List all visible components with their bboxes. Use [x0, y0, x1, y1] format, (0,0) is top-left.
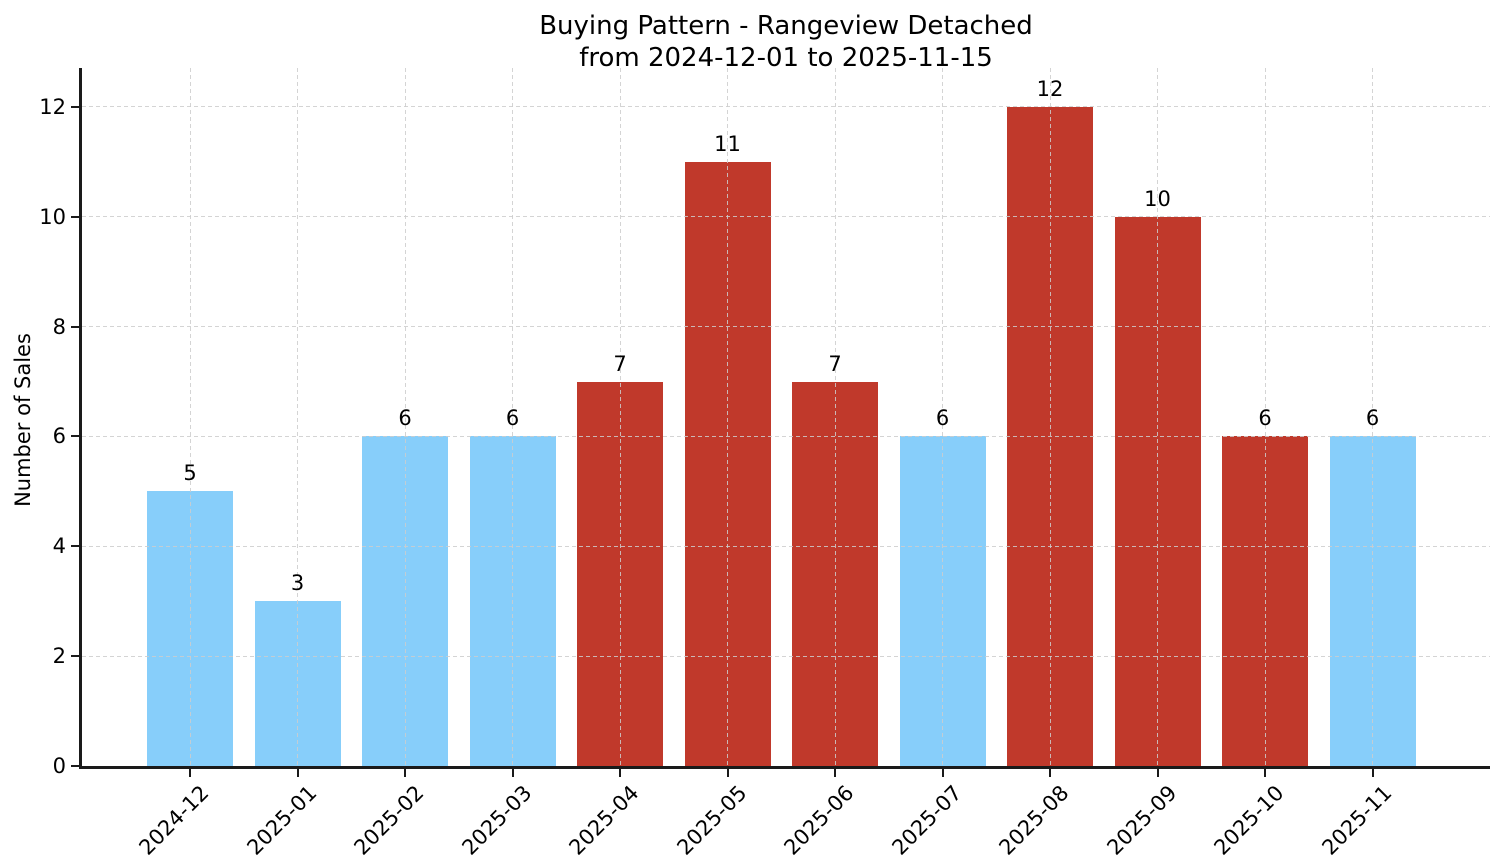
chart-title-line2: from 2024-12-01 to 2025-11-15 — [579, 43, 993, 73]
x-tick-label: 2025-03 — [457, 780, 537, 860]
x-tick-label: 2025-07 — [887, 780, 967, 860]
x-tick-mark — [834, 769, 836, 777]
bar-value-label: 11 — [714, 131, 741, 156]
x-tick-mark — [1156, 769, 1159, 777]
y-tick-mark — [71, 325, 79, 328]
gridline-horizontal — [82, 326, 1490, 328]
bar-value-label: 6 — [505, 406, 520, 431]
x-tick-mark — [726, 769, 729, 777]
y-tick-mark — [71, 545, 79, 548]
x-tick-mark — [296, 769, 299, 777]
gridline-horizontal — [82, 106, 1490, 108]
y-axis-label: Number of Sales — [11, 333, 35, 507]
x-tick-label: 2025-05 — [672, 780, 752, 860]
y-tick-label: 10 — [39, 204, 66, 229]
x-tick-mark — [511, 769, 514, 777]
gridline-vertical — [404, 68, 406, 766]
x-tick-label: 2025-08 — [994, 780, 1074, 860]
x-tick-mark — [1371, 769, 1374, 777]
x-tick-mark — [941, 769, 944, 777]
y-tick-label: 4 — [52, 534, 66, 559]
gridline-vertical — [1049, 68, 1051, 766]
gridline-vertical — [619, 68, 621, 766]
y-tick-mark — [71, 765, 79, 767]
y-tick-mark — [71, 215, 79, 218]
gridline-vertical — [1157, 68, 1158, 766]
x-tick-mark — [404, 769, 406, 777]
plot-area: 0 2 4 6 8 10 12 2024-12 5 2025-01 3 2025-02 6 2025-03… — [39, 68, 1490, 860]
gridline-vertical — [1372, 68, 1373, 766]
chart-title-line1: Buying Pattern - Rangeview Detached — [539, 11, 1033, 41]
y-tick-mark — [71, 655, 79, 658]
y-tick-label: 0 — [52, 754, 66, 778]
x-tick-label: 2025-11 — [1317, 780, 1397, 860]
chart-title: Buying Pattern - Rangeview Detached from… — [82, 10, 1490, 74]
gridline-vertical — [727, 68, 728, 766]
gridline-vertical — [1264, 68, 1266, 766]
gridline-horizontal — [82, 655, 1490, 657]
x-tick-mark — [619, 769, 621, 777]
x-tick-mark — [1264, 769, 1266, 777]
y-tick-mark — [71, 105, 79, 108]
bar-value-label: 6 — [1258, 406, 1272, 431]
y-tick-label: 8 — [52, 314, 66, 339]
bar-value-label: 7 — [613, 351, 627, 376]
bar-value-label: 3 — [290, 571, 305, 596]
gridline-horizontal — [82, 545, 1490, 547]
x-tick-label: 2025-04 — [564, 780, 644, 860]
x-tick-mark — [189, 769, 191, 777]
bar-value-label: 12 — [1036, 76, 1064, 101]
x-tick-label: 2025-10 — [1209, 780, 1289, 860]
gridline-vertical — [189, 68, 191, 766]
x-tick-label: 2025-01 — [242, 780, 322, 860]
x-tick-label: 2025-02 — [349, 780, 429, 860]
y-tick-label: 6 — [52, 424, 66, 449]
x-tick-mark — [1049, 769, 1051, 777]
x-tick-label: 2025-09 — [1102, 780, 1182, 860]
bar-value-label: 6 — [398, 406, 412, 431]
x-tick-label: 2024-12 — [134, 780, 214, 860]
bar-value-label: 5 — [183, 461, 197, 486]
y-tick-mark — [71, 435, 79, 438]
bar-value-label: 6 — [935, 406, 950, 431]
bar-value-label: 7 — [828, 351, 842, 376]
bar-value-label: 6 — [1365, 406, 1380, 431]
x-tick-label: 2025-06 — [779, 780, 859, 860]
gridline-vertical — [512, 68, 513, 766]
y-tick-label: 12 — [39, 94, 66, 119]
gridline-vertical — [834, 68, 836, 766]
gridline-vertical — [297, 68, 298, 766]
gridline-horizontal — [82, 216, 1490, 218]
gridline-vertical — [942, 68, 943, 766]
y-tick-label: 2 — [52, 644, 66, 669]
bar-value-label: 10 — [1144, 186, 1171, 211]
gridline-horizontal — [82, 435, 1490, 437]
